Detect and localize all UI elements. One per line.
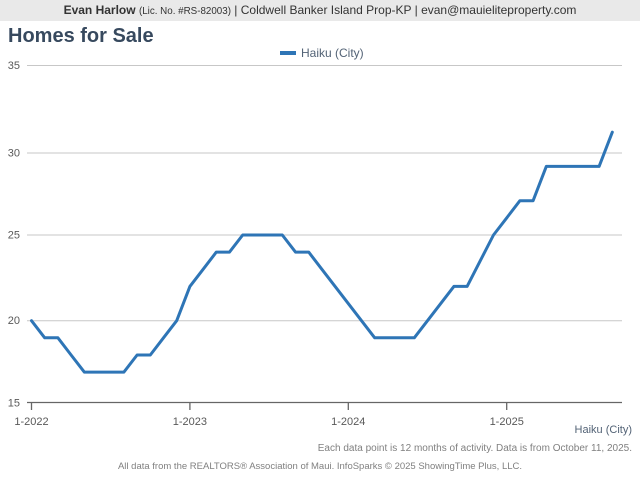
- svg-text:35: 35: [8, 60, 20, 72]
- svg-text:20: 20: [8, 315, 20, 327]
- svg-text:1-2023: 1-2023: [173, 416, 207, 428]
- svg-text:1-2025: 1-2025: [490, 416, 524, 428]
- svg-text:25: 25: [8, 230, 20, 242]
- svg-text:30: 30: [8, 148, 20, 160]
- svg-text:15: 15: [8, 398, 20, 410]
- svg-text:1-2024: 1-2024: [331, 416, 365, 428]
- svg-text:1-2022: 1-2022: [14, 416, 48, 428]
